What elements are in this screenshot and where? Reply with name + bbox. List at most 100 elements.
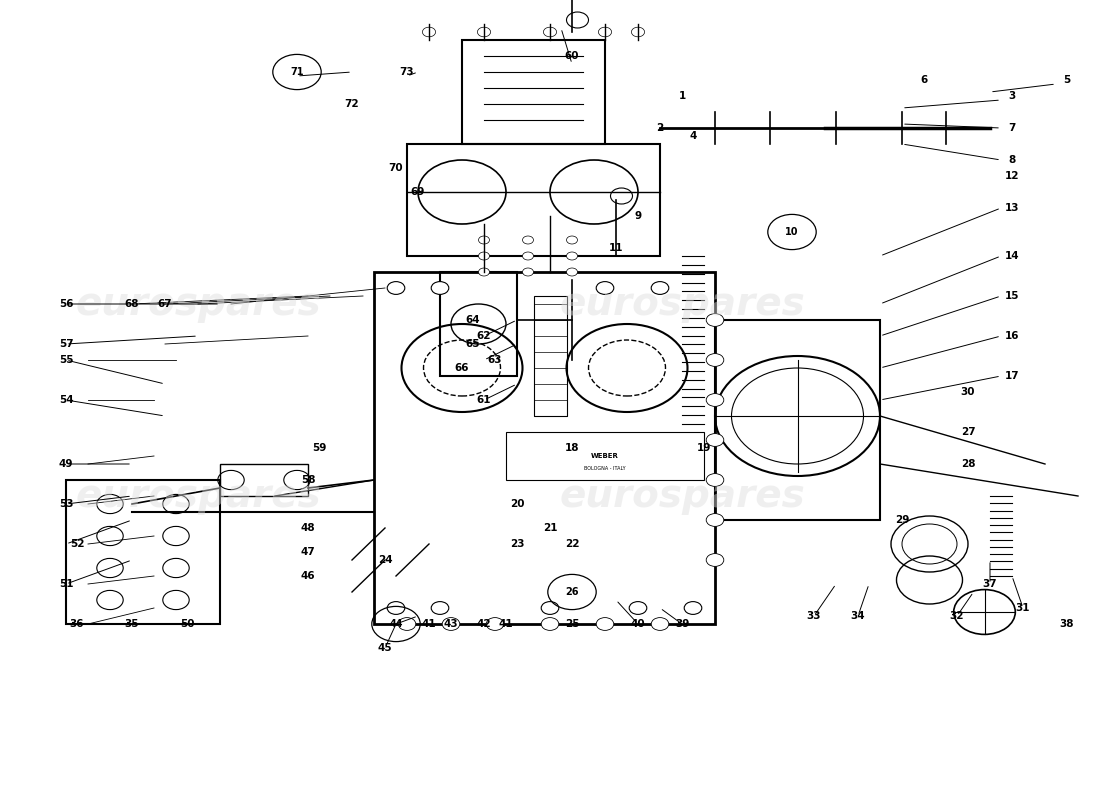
Text: 28: 28: [960, 459, 976, 469]
Text: 51: 51: [58, 579, 74, 589]
Text: 60: 60: [564, 51, 580, 61]
Circle shape: [566, 252, 578, 260]
Text: 46: 46: [300, 571, 316, 581]
Text: 34: 34: [850, 611, 866, 621]
Text: 4: 4: [690, 131, 696, 141]
Circle shape: [486, 618, 504, 630]
Text: 68: 68: [124, 299, 140, 309]
Text: 12: 12: [1004, 171, 1020, 181]
Circle shape: [706, 394, 724, 406]
Text: 3: 3: [1009, 91, 1015, 101]
Text: 37: 37: [982, 579, 998, 589]
Circle shape: [478, 236, 490, 244]
Text: 2: 2: [657, 123, 663, 133]
Circle shape: [706, 314, 724, 326]
Text: 8: 8: [1009, 155, 1015, 165]
Text: 41: 41: [421, 619, 437, 629]
Text: 16: 16: [1004, 331, 1020, 341]
Text: 48: 48: [300, 523, 316, 533]
Text: 54: 54: [58, 395, 74, 405]
Text: 23: 23: [509, 539, 525, 549]
Text: 35: 35: [124, 619, 140, 629]
Text: 61: 61: [476, 395, 492, 405]
Circle shape: [431, 602, 449, 614]
Text: 53: 53: [58, 499, 74, 509]
Circle shape: [398, 618, 416, 630]
Text: 20: 20: [509, 499, 525, 509]
Text: 33: 33: [806, 611, 822, 621]
Circle shape: [610, 188, 632, 204]
Text: 14: 14: [1004, 251, 1020, 261]
Text: 5: 5: [1064, 75, 1070, 85]
Text: WEBER: WEBER: [591, 453, 619, 459]
Circle shape: [541, 602, 559, 614]
Text: 15: 15: [1004, 291, 1020, 301]
Text: eurospares: eurospares: [75, 477, 321, 515]
Circle shape: [477, 27, 491, 37]
Text: 26: 26: [565, 587, 579, 597]
Text: 40: 40: [630, 619, 646, 629]
Text: 56: 56: [58, 299, 74, 309]
Circle shape: [522, 236, 534, 244]
Circle shape: [522, 268, 534, 276]
Text: 55: 55: [58, 355, 74, 365]
Circle shape: [706, 474, 724, 486]
Circle shape: [651, 282, 669, 294]
Text: 19: 19: [696, 443, 712, 453]
Text: 24: 24: [377, 555, 393, 565]
Circle shape: [543, 27, 557, 37]
Circle shape: [706, 354, 724, 366]
Text: 59: 59: [311, 443, 327, 453]
Text: 67: 67: [157, 299, 173, 309]
Text: 10: 10: [785, 227, 799, 237]
Bar: [534, 296, 566, 416]
Text: 29: 29: [894, 515, 910, 525]
Text: 72: 72: [344, 99, 360, 109]
Text: 58: 58: [300, 475, 316, 485]
Text: 65: 65: [465, 339, 481, 349]
Circle shape: [706, 434, 724, 446]
Text: 38: 38: [1059, 619, 1075, 629]
Circle shape: [706, 514, 724, 526]
Text: 52: 52: [69, 539, 85, 549]
Text: 17: 17: [1004, 371, 1020, 381]
Circle shape: [541, 618, 559, 630]
Circle shape: [566, 12, 588, 28]
Text: 50: 50: [179, 619, 195, 629]
Circle shape: [566, 268, 578, 276]
Text: 64: 64: [465, 315, 481, 325]
Text: 31: 31: [1015, 603, 1031, 613]
Text: 43: 43: [443, 619, 459, 629]
Circle shape: [422, 27, 436, 37]
Circle shape: [431, 282, 449, 294]
Text: eurospares: eurospares: [559, 477, 805, 515]
Text: 62: 62: [476, 331, 492, 341]
Circle shape: [598, 27, 612, 37]
Text: eurospares: eurospares: [75, 285, 321, 323]
Text: 18: 18: [564, 443, 580, 453]
Text: 1: 1: [679, 91, 685, 101]
Text: 9: 9: [635, 211, 641, 221]
Text: 6: 6: [921, 75, 927, 85]
Text: BOLOGNA - ITALY: BOLOGNA - ITALY: [584, 466, 626, 470]
Circle shape: [596, 282, 614, 294]
Text: 73: 73: [399, 67, 415, 77]
Circle shape: [706, 554, 724, 566]
Circle shape: [387, 282, 405, 294]
Circle shape: [387, 602, 405, 614]
Text: 21: 21: [542, 523, 558, 533]
Text: 36: 36: [69, 619, 85, 629]
Circle shape: [596, 618, 614, 630]
Circle shape: [651, 618, 669, 630]
Text: 66: 66: [454, 363, 470, 373]
Text: 25: 25: [564, 619, 580, 629]
Text: 70: 70: [388, 163, 404, 173]
Text: 22: 22: [564, 539, 580, 549]
Text: 27: 27: [960, 427, 976, 437]
Circle shape: [522, 252, 534, 260]
Text: 32: 32: [949, 611, 965, 621]
Circle shape: [684, 602, 702, 614]
Text: 42: 42: [476, 619, 492, 629]
Circle shape: [478, 252, 490, 260]
Circle shape: [629, 602, 647, 614]
